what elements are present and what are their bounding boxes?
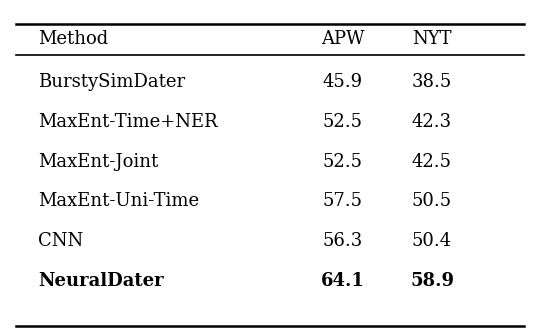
Text: 45.9: 45.9 (323, 73, 363, 91)
Text: 57.5: 57.5 (323, 192, 363, 210)
Text: MaxEnt-Uni-Time: MaxEnt-Uni-Time (38, 192, 199, 210)
Text: 50.4: 50.4 (412, 232, 452, 250)
Text: Method: Method (38, 30, 108, 48)
Text: 52.5: 52.5 (323, 113, 363, 131)
Text: NeuralDater: NeuralDater (38, 271, 164, 290)
Text: 42.3: 42.3 (412, 113, 452, 131)
Text: MaxEnt-Joint: MaxEnt-Joint (38, 153, 158, 171)
Text: 42.5: 42.5 (412, 153, 452, 171)
Text: NYT: NYT (412, 30, 452, 48)
Text: MaxEnt-Time+NER: MaxEnt-Time+NER (38, 113, 218, 131)
Text: CNN: CNN (38, 232, 83, 250)
Text: BurstySimDater: BurstySimDater (38, 73, 185, 91)
Text: 38.5: 38.5 (412, 73, 452, 91)
Text: 58.9: 58.9 (410, 271, 454, 290)
Text: 64.1: 64.1 (321, 271, 365, 290)
Text: 52.5: 52.5 (323, 153, 363, 171)
Text: APW: APW (321, 30, 365, 48)
Text: 56.3: 56.3 (323, 232, 363, 250)
Text: 50.5: 50.5 (412, 192, 452, 210)
